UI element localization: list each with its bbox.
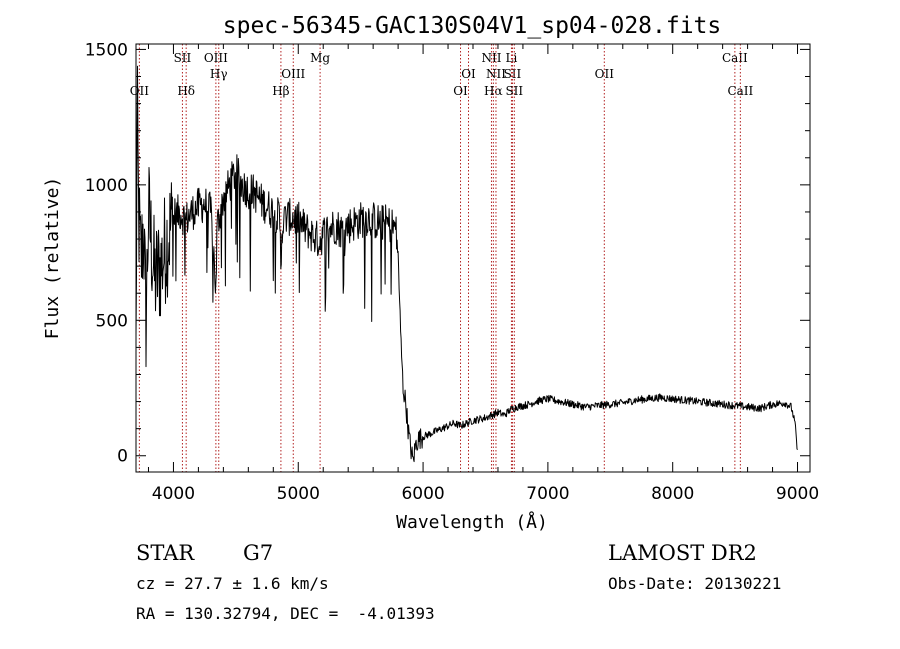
object-class: STAR bbox=[136, 541, 195, 565]
spectral-line-label: Hα bbox=[484, 84, 503, 98]
redshift-text: cz = 27.7 ± 1.6 km/s bbox=[136, 574, 329, 593]
spectral-line-label: SII bbox=[174, 51, 192, 65]
spectral-line-label: OIII bbox=[204, 51, 228, 65]
spectral-line-label: OII bbox=[130, 84, 150, 98]
spectral-line-label: Hγ bbox=[210, 67, 228, 81]
spectral-line-label: NII bbox=[486, 67, 506, 81]
spectral-line-label: Hδ bbox=[177, 84, 195, 98]
x-tick-label: 9000 bbox=[776, 484, 819, 504]
observation-date: Obs-Date: 20130221 bbox=[608, 574, 782, 593]
chart-title: spec-56345-GAC130S04V1_sp04-028.fits bbox=[223, 13, 722, 39]
spectral-line-label: OIII bbox=[281, 67, 305, 81]
spectral-line-label: Mg bbox=[310, 51, 330, 65]
spectral-line-label: CaII bbox=[722, 51, 748, 65]
y-tick-label: 1000 bbox=[85, 176, 128, 196]
spectral-line-label: CaII bbox=[727, 84, 753, 98]
x-tick-label: 6000 bbox=[401, 484, 444, 504]
spectrum-line bbox=[135, 65, 798, 463]
axis-ticks: 4000 5000 6000 7000 8000 9000 0 500 1000 1500 bbox=[85, 40, 819, 504]
x-tick-label: 4000 bbox=[152, 484, 195, 504]
object-subclass: G7 bbox=[243, 541, 274, 565]
spectral-line-markers: OIISIIHδOIIIHγHβOIIIMgOIOINIIHαNIILiSIIS… bbox=[130, 44, 754, 472]
y-tick-label: 1500 bbox=[85, 40, 128, 60]
spectral-line-label: OI bbox=[453, 84, 468, 98]
x-axis-label: Wavelength (Å) bbox=[396, 511, 548, 533]
y-tick-label: 500 bbox=[96, 311, 128, 331]
y-tick-label: 0 bbox=[117, 447, 128, 467]
spectral-line-label: SII bbox=[505, 84, 523, 98]
spectral-line-label: Hβ bbox=[272, 84, 289, 98]
spectral-line-label: NII bbox=[481, 51, 501, 65]
spectral-line-label: OI bbox=[461, 67, 476, 81]
spectral-line-label: OII bbox=[595, 67, 615, 81]
survey-name: LAMOST DR2 bbox=[608, 541, 757, 565]
x-tick-label: 5000 bbox=[277, 484, 320, 504]
x-tick-label: 8000 bbox=[651, 484, 694, 504]
x-tick-label: 7000 bbox=[526, 484, 569, 504]
y-axis-label: Flux (relative) bbox=[42, 177, 63, 340]
spectral-line-label: SII bbox=[504, 67, 522, 81]
spectrum-series bbox=[135, 65, 798, 463]
spectral-line-label: Li bbox=[506, 51, 518, 65]
coordinates-text: RA = 130.32794, DEC = -4.01393 bbox=[136, 604, 435, 623]
